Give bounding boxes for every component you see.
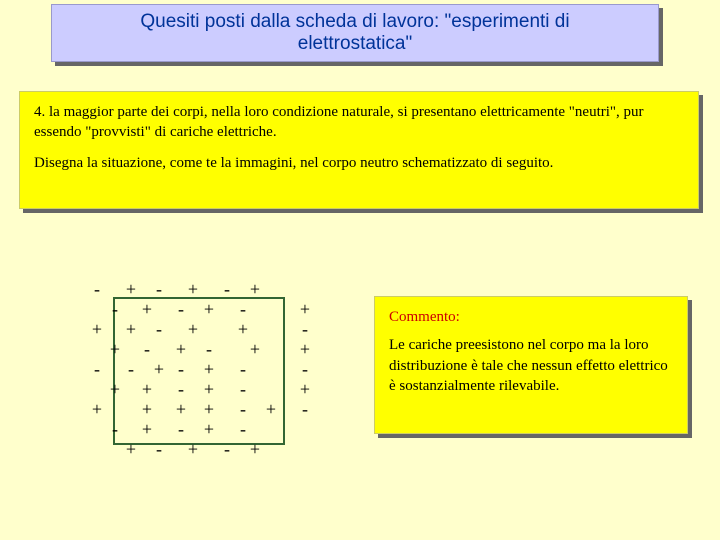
plus-charge: + (202, 422, 216, 436)
question-text-1: 4. la maggior parte dei corpi, nella lor… (34, 102, 684, 143)
plus-charge: + (174, 402, 188, 416)
plus-charge: + (140, 402, 154, 416)
plus-charge: + (108, 342, 122, 356)
comment-inner: Commento: Le cariche preesistono nel cor… (374, 296, 688, 434)
plus-charge: + (186, 282, 200, 296)
plus-charge: + (90, 322, 104, 336)
charge-diagram: -+-+-+-+-+-+++-++-+-+-++--+-+--++-+-++++… (90, 282, 320, 462)
plus-charge: + (298, 382, 312, 396)
plus-charge: + (140, 422, 154, 436)
page-title: Quesiti posti dalla scheda di lavoro: "e… (82, 11, 628, 55)
plus-charge: + (186, 322, 200, 336)
minus-charge: - (236, 422, 250, 436)
plus-charge: + (248, 342, 262, 356)
minus-charge: - (298, 402, 312, 416)
minus-charge: - (202, 342, 216, 356)
minus-charge: - (298, 322, 312, 336)
plus-charge: + (248, 442, 262, 456)
minus-charge: - (108, 422, 122, 436)
plus-charge: + (124, 282, 138, 296)
plus-charge: + (174, 342, 188, 356)
plus-charge: + (264, 402, 278, 416)
title-inner: Quesiti posti dalla scheda di lavoro: "e… (51, 4, 659, 62)
question-panel: 4. la maggior parte dei corpi, nella lor… (23, 95, 703, 213)
minus-charge: - (298, 362, 312, 376)
minus-charge: - (236, 302, 250, 316)
question-inner: 4. la maggior parte dei corpi, nella lor… (19, 91, 699, 209)
plus-charge: + (140, 382, 154, 396)
comment-body: Le cariche preesistono nel corpo ma la l… (389, 335, 673, 396)
plus-charge: + (298, 302, 312, 316)
minus-charge: - (174, 302, 188, 316)
plus-charge: + (186, 442, 200, 456)
plus-charge: + (108, 382, 122, 396)
plus-charge: + (202, 302, 216, 316)
comment-panel: Commento: Le cariche preesistono nel cor… (378, 300, 692, 438)
minus-charge: - (152, 442, 166, 456)
plus-charge: + (202, 382, 216, 396)
comment-label: Commento: (389, 309, 460, 325)
minus-charge: - (220, 442, 234, 456)
plus-charge: + (298, 342, 312, 356)
minus-charge: - (90, 282, 104, 296)
minus-charge: - (236, 362, 250, 376)
minus-charge: - (140, 342, 154, 356)
minus-charge: - (90, 362, 104, 376)
minus-charge: - (152, 322, 166, 336)
plus-charge: + (248, 282, 262, 296)
minus-charge: - (124, 362, 138, 376)
plus-charge: + (90, 402, 104, 416)
minus-charge: - (174, 362, 188, 376)
plus-charge: + (124, 442, 138, 456)
neutral-body-outline (113, 297, 285, 445)
minus-charge: - (236, 402, 250, 416)
plus-charge: + (236, 322, 250, 336)
minus-charge: - (152, 282, 166, 296)
minus-charge: - (220, 282, 234, 296)
plus-charge: + (140, 302, 154, 316)
question-text-2: Disegna la situazione, come te la immagi… (34, 153, 684, 173)
minus-charge: - (108, 302, 122, 316)
plus-charge: + (202, 362, 216, 376)
minus-charge: - (174, 422, 188, 436)
plus-charge: + (152, 362, 166, 376)
minus-charge: - (236, 382, 250, 396)
minus-charge: - (174, 382, 188, 396)
plus-charge: + (202, 402, 216, 416)
title-panel: Quesiti posti dalla scheda di lavoro: "e… (55, 8, 663, 66)
plus-charge: + (124, 322, 138, 336)
